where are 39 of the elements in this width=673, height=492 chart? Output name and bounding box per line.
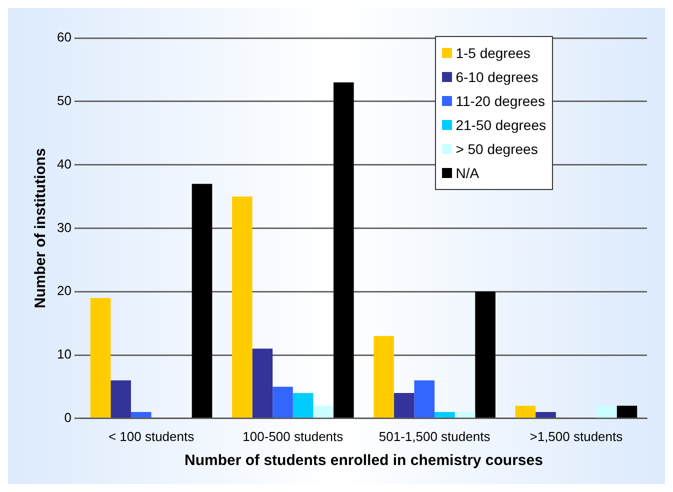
- y-tick-label: 0: [64, 410, 72, 425]
- bar: [434, 412, 455, 418]
- y-tick-label: 50: [56, 92, 72, 108]
- bar: [515, 406, 536, 418]
- bar: [616, 406, 638, 418]
- x-axis-title: Number of students enrolled in chemistry courses: [184, 452, 543, 470]
- bar: [374, 336, 394, 418]
- y-tick-label: 30: [56, 220, 72, 235]
- x-tick-label: < 100 students: [108, 428, 195, 444]
- legend-label: 21-50 degrees: [456, 116, 546, 135]
- x-tick-label: >1,500 students: [530, 428, 624, 444]
- bar: [90, 298, 111, 418]
- bar: [110, 380, 131, 418]
- x-tick-label: 501-1,500 students: [378, 428, 491, 444]
- bar: [454, 412, 476, 418]
- bar: [192, 184, 212, 418]
- legend-label: 11-20 degrees: [456, 92, 545, 111]
- bar: [292, 393, 314, 418]
- bar: [232, 196, 252, 418]
- bar: [272, 386, 293, 418]
- bar: [394, 393, 414, 418]
- bar: [313, 406, 334, 418]
- bar: [414, 380, 435, 418]
- y-tick-label: 10: [56, 346, 72, 362]
- bar: [596, 406, 617, 418]
- bar: [334, 82, 354, 418]
- bar: [130, 412, 152, 418]
- y-axis-title: Number of institutions: [32, 148, 50, 308]
- y-tick-label: 40: [56, 156, 72, 172]
- legend-label: > 50 degrees: [456, 140, 538, 159]
- bar: [536, 412, 556, 418]
- bar: [475, 292, 496, 418]
- legend-label: 6-10 degrees: [456, 68, 538, 87]
- y-tick-label: 20: [56, 283, 72, 298]
- legend-label: N/A: [456, 164, 480, 183]
- y-tick-label: 60: [56, 30, 72, 45]
- x-tick-label: 100-500 students: [242, 428, 344, 444]
- bar: [252, 348, 273, 418]
- legend-label: 1-5 degrees: [456, 44, 530, 63]
